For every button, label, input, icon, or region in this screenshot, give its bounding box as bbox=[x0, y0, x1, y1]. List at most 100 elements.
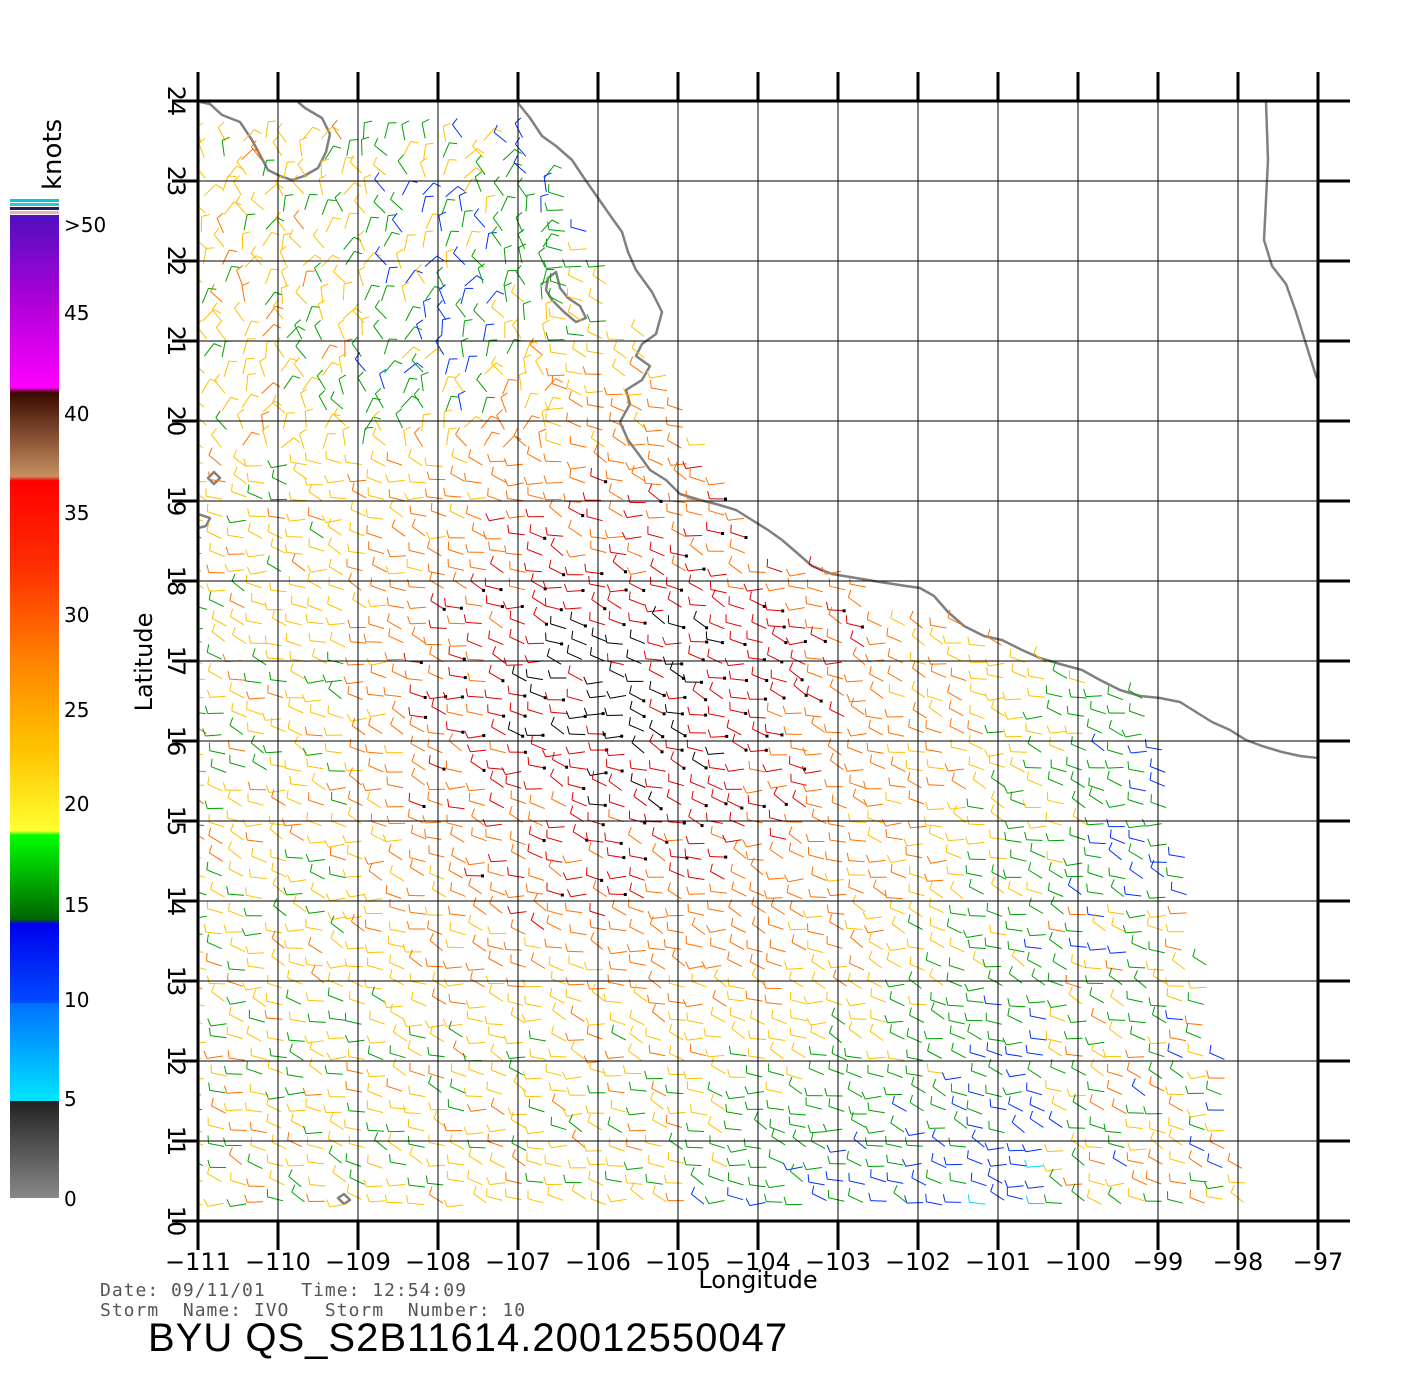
wind-barb-feather bbox=[684, 848, 687, 857]
wind-barb bbox=[229, 690, 245, 699]
wind-barb-feather bbox=[423, 297, 431, 303]
wind-barb bbox=[1066, 930, 1083, 933]
wind-barb bbox=[329, 770, 346, 772]
wind-barb-feather bbox=[372, 397, 381, 401]
wind-barb-feather bbox=[292, 375, 301, 379]
wind-barb-feather bbox=[383, 999, 387, 1008]
wind-barb bbox=[849, 782, 866, 789]
wind-barb-feather bbox=[506, 977, 509, 986]
wind-barb-feather bbox=[1133, 970, 1138, 979]
wind-barb-feather bbox=[228, 740, 230, 749]
wind-barb bbox=[1050, 1066, 1066, 1074]
wind-barb bbox=[665, 946, 682, 950]
wind-barb bbox=[1049, 1175, 1063, 1187]
wind-barb bbox=[429, 536, 446, 540]
wind-barb bbox=[746, 998, 763, 1002]
wind-barb-feather bbox=[464, 867, 467, 876]
wind-barb-feather bbox=[966, 1100, 969, 1109]
wind-barb-feather bbox=[447, 638, 452, 647]
wind-barb bbox=[805, 657, 822, 660]
wind-barb-feather bbox=[570, 1041, 575, 1050]
wind-barb bbox=[648, 977, 662, 989]
wind-barb bbox=[605, 1000, 622, 1003]
wind-barb-feather bbox=[1125, 1104, 1129, 1113]
wind-barb-feather bbox=[1209, 1133, 1213, 1142]
wind-barb-feather bbox=[1084, 1138, 1087, 1147]
wind-barb bbox=[485, 196, 488, 213]
wind-barb-feather bbox=[683, 1156, 687, 1165]
wind-barb-feather bbox=[491, 299, 496, 308]
wind-barb bbox=[409, 911, 426, 915]
wind-barb bbox=[266, 1104, 282, 1113]
wind-barb bbox=[345, 915, 362, 920]
wind-barb bbox=[1108, 911, 1125, 915]
wind-barb-feather bbox=[297, 325, 306, 331]
wind-barb-feather bbox=[607, 886, 610, 895]
coastline bbox=[198, 101, 1318, 1206]
wind-barb-feather bbox=[967, 1194, 970, 1203]
wind-barb-feather bbox=[1127, 1013, 1131, 1022]
wind-barb-feather bbox=[427, 539, 431, 548]
wind-barb-feather bbox=[428, 664, 431, 673]
wind-barb-feather bbox=[1091, 1041, 1095, 1050]
wind-barb bbox=[312, 655, 328, 664]
wind-barb bbox=[608, 338, 625, 341]
wind-barb-feather bbox=[552, 1002, 557, 1011]
wind-barb bbox=[371, 820, 387, 827]
wind-barb-feather bbox=[530, 912, 535, 921]
wind-barb bbox=[409, 1034, 426, 1039]
wind-barb-origin bbox=[762, 804, 766, 808]
wind-barb-feather bbox=[906, 938, 909, 947]
wind-barb-feather bbox=[530, 392, 539, 395]
wind-barb-feather bbox=[628, 1043, 632, 1052]
wind-barb bbox=[608, 753, 625, 757]
wind-barb bbox=[203, 343, 215, 357]
wind-barb bbox=[870, 1176, 887, 1183]
wind-barb-feather bbox=[211, 610, 215, 619]
wind-barb bbox=[688, 582, 704, 591]
wind-barb-feather bbox=[1002, 691, 1006, 700]
wind-barb bbox=[568, 962, 585, 969]
wind-barb-feather bbox=[608, 773, 613, 782]
wind-barb-feather bbox=[365, 509, 368, 518]
wind-barb bbox=[307, 999, 324, 1002]
wind-barb-feather bbox=[1002, 1037, 1007, 1046]
wind-barb bbox=[930, 859, 947, 864]
wind-barb bbox=[688, 876, 705, 880]
wind-barb bbox=[790, 781, 807, 786]
wind-barb-feather bbox=[646, 370, 651, 379]
wind-barb bbox=[326, 1072, 343, 1075]
wind-barb-feather bbox=[1171, 952, 1176, 961]
wind-barb bbox=[547, 407, 564, 411]
wind-barb bbox=[810, 1031, 826, 1040]
wind-barb-feather bbox=[366, 686, 369, 695]
wind-barb bbox=[850, 937, 864, 948]
wind-barb bbox=[768, 625, 785, 628]
wind-barb-feather bbox=[1107, 904, 1109, 913]
wind-barb bbox=[828, 1032, 843, 1044]
wind-barb bbox=[250, 1091, 267, 1096]
wind-barb bbox=[649, 669, 664, 678]
wind-barb-feather bbox=[522, 978, 526, 987]
wind-barb-feather bbox=[966, 1150, 969, 1159]
wind-barb bbox=[488, 638, 504, 646]
wind-barb-feather bbox=[1150, 859, 1155, 868]
wind-barb bbox=[727, 517, 744, 521]
wind-barb bbox=[246, 708, 262, 715]
wind-barb bbox=[769, 587, 785, 592]
wind-barb bbox=[265, 718, 282, 721]
wind-barb bbox=[245, 986, 262, 991]
wind-barb bbox=[392, 219, 403, 233]
wind-barb bbox=[808, 1181, 825, 1186]
wind-barb-feather bbox=[1022, 711, 1027, 720]
wind-barb bbox=[351, 343, 362, 357]
wind-barb-origin bbox=[784, 641, 788, 645]
wind-barb bbox=[966, 872, 983, 877]
wind-barb-feather bbox=[808, 556, 812, 565]
wind-barb-feather bbox=[306, 835, 311, 844]
wind-barb bbox=[568, 1039, 585, 1041]
wind-barb bbox=[415, 269, 426, 284]
wind-barb bbox=[548, 295, 563, 304]
wind-barb bbox=[670, 758, 685, 769]
wind-barb bbox=[708, 908, 724, 913]
